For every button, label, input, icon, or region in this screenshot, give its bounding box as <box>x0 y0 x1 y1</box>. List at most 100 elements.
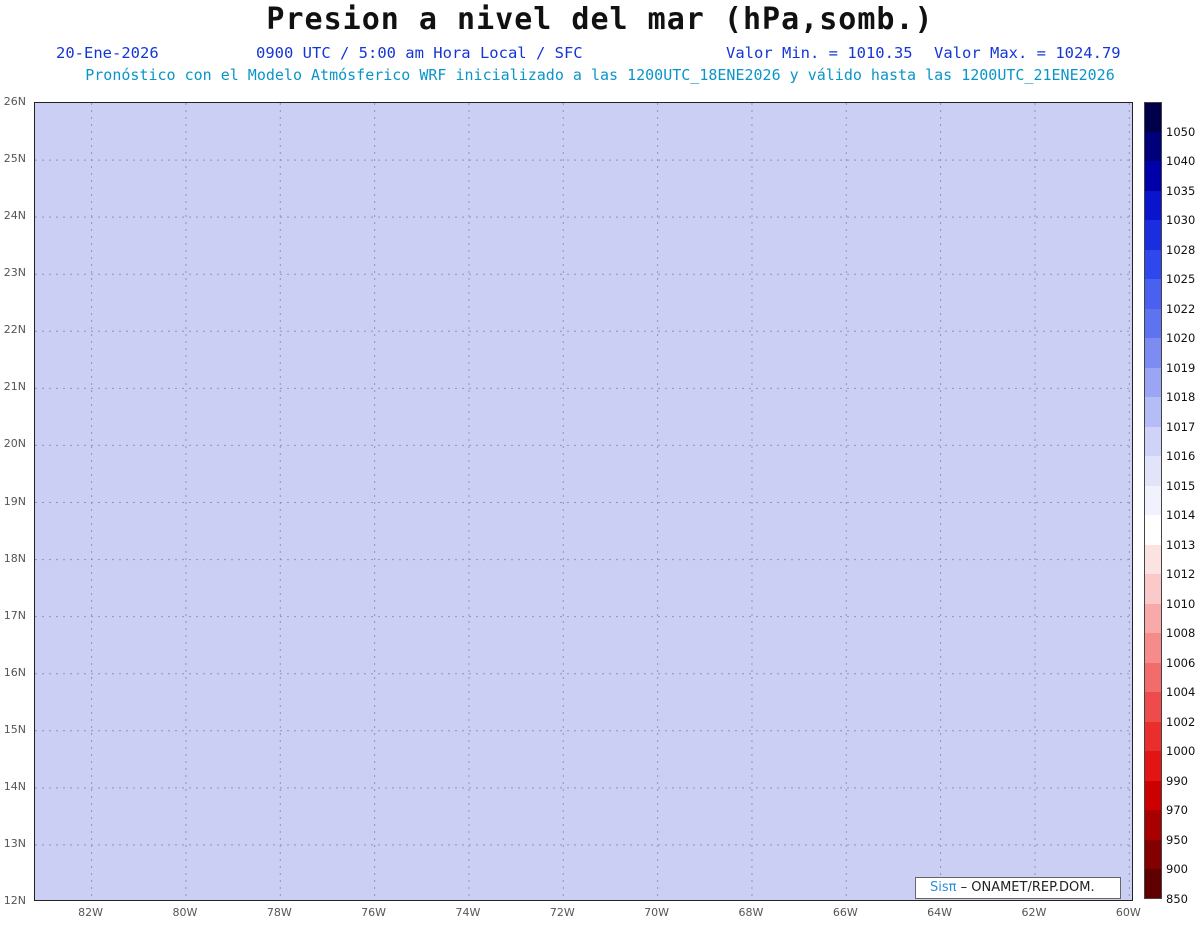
legend-value: 850 <box>1166 891 1188 906</box>
legend-value: 1022 <box>1166 301 1196 316</box>
legend-row: 1013 <box>1144 515 1200 552</box>
legend-row: 1000 <box>1144 721 1200 758</box>
legend-swatch <box>1144 249 1162 280</box>
legend-row: 950 <box>1144 810 1200 847</box>
legend-value: 1006 <box>1166 655 1196 670</box>
legend-swatch <box>1144 603 1162 634</box>
legend-value: 1040 <box>1166 154 1196 169</box>
lat-tick-label: 23N <box>3 266 26 280</box>
legend-row: 1022 <box>1144 279 1200 316</box>
legend-value: 1015 <box>1166 478 1196 493</box>
legend-value: 970 <box>1166 803 1188 818</box>
legend-row: 1012 <box>1144 544 1200 581</box>
legend-swatch <box>1144 131 1162 162</box>
forecast-time: 0900 UTC / 5:00 am Hora Local / SFC <box>256 44 583 62</box>
legend-row: 1017 <box>1144 397 1200 434</box>
legend-value: 1016 <box>1166 449 1196 464</box>
legend-value: 950 <box>1166 832 1188 847</box>
legend-value: 1028 <box>1166 242 1196 257</box>
legend-swatch <box>1144 102 1162 132</box>
legend-row: 1002 <box>1144 692 1200 729</box>
legend-swatch <box>1144 161 1162 191</box>
legend-value: 900 <box>1166 862 1188 877</box>
legend-row: 1015 <box>1144 456 1200 493</box>
legend-swatch <box>1144 574 1162 604</box>
legend-swatch <box>1144 515 1162 545</box>
credit-text: – ONAMET/REP.DOM. <box>956 880 1095 895</box>
legend-swatch <box>1144 780 1162 811</box>
legend-value: 1000 <box>1166 744 1196 759</box>
map-grid <box>35 103 1132 900</box>
legend-value: 1025 <box>1166 272 1196 287</box>
lon-tick-label: 82W <box>78 906 104 919</box>
legend-value: 1018 <box>1166 390 1196 405</box>
lat-tick-label: 21N <box>3 380 26 394</box>
lat-tick-label: 24N <box>3 209 26 223</box>
lon-tick-label: 72W <box>549 906 575 919</box>
legend-row: 1010 <box>1144 574 1200 611</box>
max-value: Valor Max. = 1024.79 <box>934 44 1121 62</box>
legend-row: 1014 <box>1144 485 1200 522</box>
legend-swatch <box>1144 485 1162 516</box>
map-panel <box>34 102 1133 901</box>
legend-row: 1035 <box>1144 161 1200 198</box>
legend-swatch <box>1144 220 1162 250</box>
lon-tick-label: 62W <box>1021 906 1047 919</box>
legend-value: 1012 <box>1166 567 1196 582</box>
model-description: Pronóstico con el Modelo Atmósferico WRF… <box>85 66 1115 84</box>
lon-tick-label: 68W <box>738 906 764 919</box>
lat-tick-label: 12N <box>3 894 26 907</box>
legend-row: 1016 <box>1144 426 1200 463</box>
legend-swatch <box>1144 367 1162 398</box>
legend-row: 970 <box>1144 780 1200 817</box>
legend-swatch <box>1144 397 1162 427</box>
legend-row: 1008 <box>1144 603 1200 640</box>
credit-box: Sisπ – ONAMET/REP.DOM. <box>915 877 1121 899</box>
legend-value: 1019 <box>1166 360 1196 375</box>
legend-value: 1013 <box>1166 537 1196 552</box>
forecast-date: 20-Ene-2026 <box>56 44 159 62</box>
legend-swatch <box>1144 662 1162 693</box>
legend-value: 1014 <box>1166 508 1196 523</box>
min-value: Valor Min. = 1010.35 <box>726 44 913 62</box>
lon-tick-label: 70W <box>644 906 670 919</box>
lat-tick-label: 19N <box>3 494 26 508</box>
lon-tick-label: 74W <box>455 906 481 919</box>
lat-tick-label: 13N <box>3 836 26 850</box>
legend-swatch <box>1144 633 1162 663</box>
lon-tick-label: 80W <box>172 906 198 919</box>
lat-tick-label: 17N <box>3 608 26 622</box>
legend-swatch <box>1144 338 1162 368</box>
lon-tick-label: 64W <box>927 906 953 919</box>
legend-row: 1018 <box>1144 367 1200 404</box>
legend-row: 850 <box>1144 869 1200 906</box>
legend-row: 1020 <box>1144 308 1200 345</box>
legend-swatch <box>1144 544 1162 575</box>
legend-row: 1019 <box>1144 338 1200 375</box>
lat-tick-label: 20N <box>3 437 26 451</box>
lat-tick-label: 25N <box>3 152 26 166</box>
legend-swatch <box>1144 810 1162 840</box>
legend-value: 1030 <box>1166 213 1196 228</box>
legend-swatch <box>1144 456 1162 486</box>
legend-row: 1004 <box>1144 662 1200 699</box>
legend-row: 900 <box>1144 839 1200 876</box>
lat-tick-label: 15N <box>3 722 26 736</box>
legend-swatch <box>1144 279 1162 309</box>
lon-tick-label: 60W <box>1115 906 1141 919</box>
legend-value: 1004 <box>1166 685 1196 700</box>
legend-value: 1010 <box>1166 596 1196 611</box>
legend-swatch <box>1144 308 1162 339</box>
legend-value: 990 <box>1166 773 1188 788</box>
legend-value: 1035 <box>1166 183 1196 198</box>
legend-swatch <box>1144 869 1162 899</box>
lat-tick-label: 26N <box>3 95 26 108</box>
legend-row: 1030 <box>1144 190 1200 227</box>
legend-swatch <box>1144 751 1162 781</box>
lon-tick-label: 66W <box>832 906 858 919</box>
legend-value: 1008 <box>1166 626 1196 641</box>
legend-value: 1017 <box>1166 419 1196 434</box>
lat-tick-label: 22N <box>3 323 26 337</box>
legend-swatch <box>1144 839 1162 870</box>
legend-row: 1025 <box>1144 249 1200 286</box>
